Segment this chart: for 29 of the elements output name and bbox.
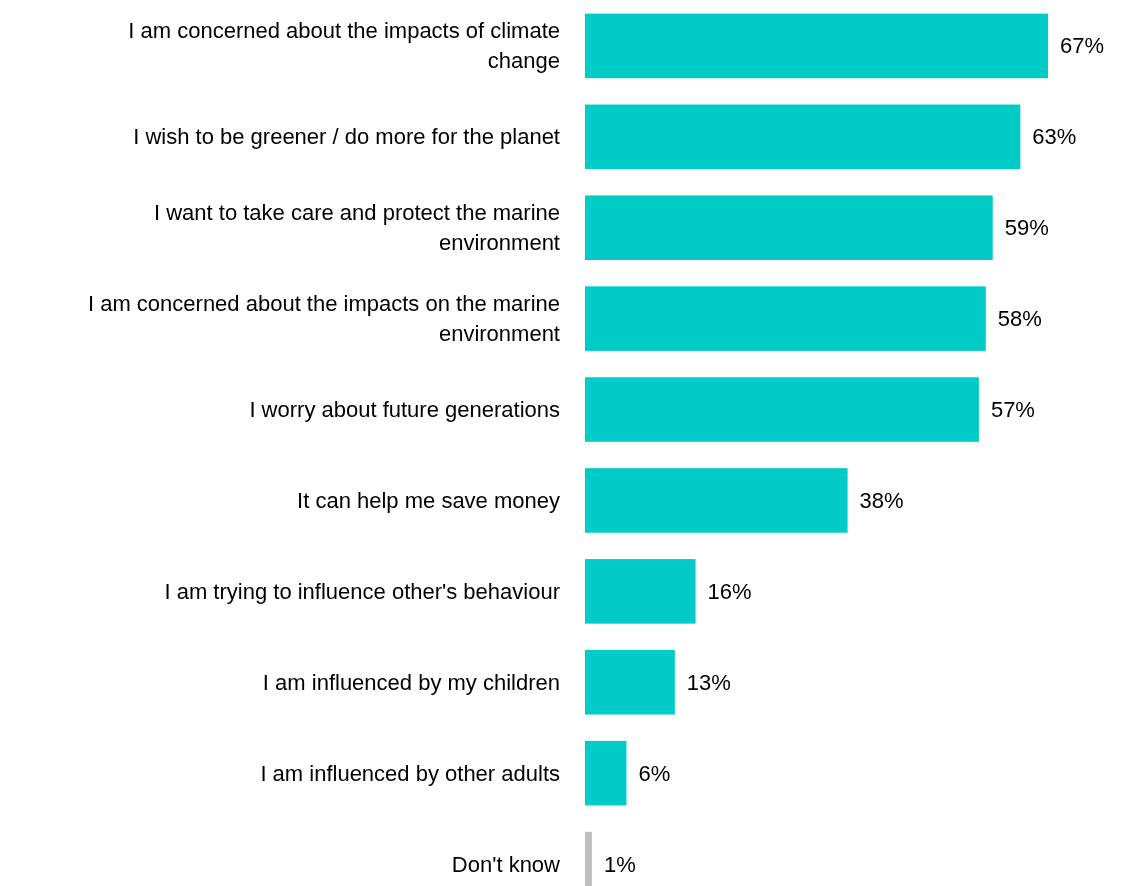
data-label: 59%	[1004, 215, 1049, 241]
y-tick-label: I am influenced by other adults	[260, 760, 560, 786]
data-label: 16%	[707, 578, 752, 604]
data-label: 1%	[603, 851, 636, 877]
bar	[585, 13, 1048, 79]
bar	[585, 650, 675, 715]
bar	[585, 559, 696, 624]
y-tick-label: It can help me save money	[297, 487, 560, 513]
bar	[585, 195, 993, 260]
data-label: 6%	[638, 760, 671, 786]
y-tick-label: Don't know	[451, 851, 561, 877]
bar	[585, 286, 986, 351]
y-tick-label: I am trying to influence other's behaviour	[164, 578, 560, 604]
data-label: 58%	[997, 306, 1042, 332]
bar	[585, 740, 627, 806]
data-label: 63%	[1032, 124, 1077, 150]
y-tick-label: I wish to be greener / do more for the planet	[133, 124, 560, 150]
y-tick-label: I am concerned about the impacts of climate change	[128, 18, 560, 74]
data-label: 13%	[686, 669, 731, 695]
y-tick-label: I am influenced by my children	[262, 669, 560, 695]
data-label: 67%	[1060, 33, 1105, 59]
bar	[585, 468, 848, 533]
y-tick-label: I want to take care and protect the marine environment	[153, 200, 560, 256]
data-label: 57%	[990, 397, 1035, 423]
bar	[585, 104, 1021, 170]
y-tick-label: I am concerned about the impacts on the marine environment	[87, 291, 560, 347]
y-tick-label: I worry about future generations	[249, 397, 560, 423]
bar	[585, 377, 979, 442]
data-label: 38%	[859, 487, 904, 513]
